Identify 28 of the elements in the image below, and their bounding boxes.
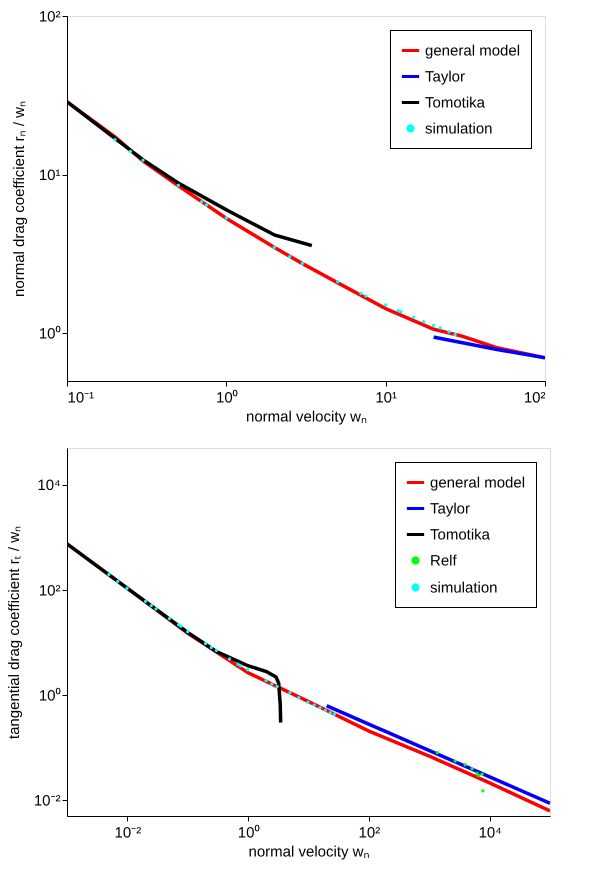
y-tick-label: 10² [38, 582, 60, 600]
legend-label: simulation [430, 580, 498, 596]
x-tick-label: 10² [358, 824, 380, 842]
y-axis-title: normal drag coefficient rₙ / wₙ [10, 101, 28, 297]
legend-label: Taylor [430, 500, 470, 518]
legend-label: simulation [425, 120, 493, 138]
y-tick-label: 10⁰ [38, 326, 60, 343]
x-tick-label: 10² [524, 390, 546, 406]
y-tick-label: 10⁻² [34, 792, 60, 810]
legend-label: Taylor [425, 68, 466, 86]
y-axis-title: tangential drag coefficient rₜ / wₙ [6, 526, 23, 740]
y-tick-label: 10⁴ [37, 477, 60, 494]
x-tick-label: 10⁻¹ [68, 390, 94, 406]
y-tick-label: 10¹ [38, 167, 60, 184]
x-tick-label: 10⁻² [114, 824, 142, 842]
legend-label: Relf [430, 552, 458, 570]
y-tick-label: 10² [38, 8, 60, 26]
legend-label: general model [430, 474, 526, 492]
x-tick-label: 10⁰ [216, 390, 238, 406]
y-tick-label: 10⁰ [38, 688, 60, 705]
legend-label: general model [425, 42, 520, 60]
legend-label: Tomotika [430, 526, 491, 544]
legend-label: Tomotika [425, 94, 486, 112]
x-tick-label: 10¹ [375, 390, 398, 406]
x-axis-title: normal velocity wₙ [246, 408, 368, 426]
x-tick-label: 10⁴ [478, 824, 502, 842]
x-tick-label: 10⁰ [238, 824, 260, 842]
x-axis-title: normal velocity wₙ [248, 844, 370, 860]
